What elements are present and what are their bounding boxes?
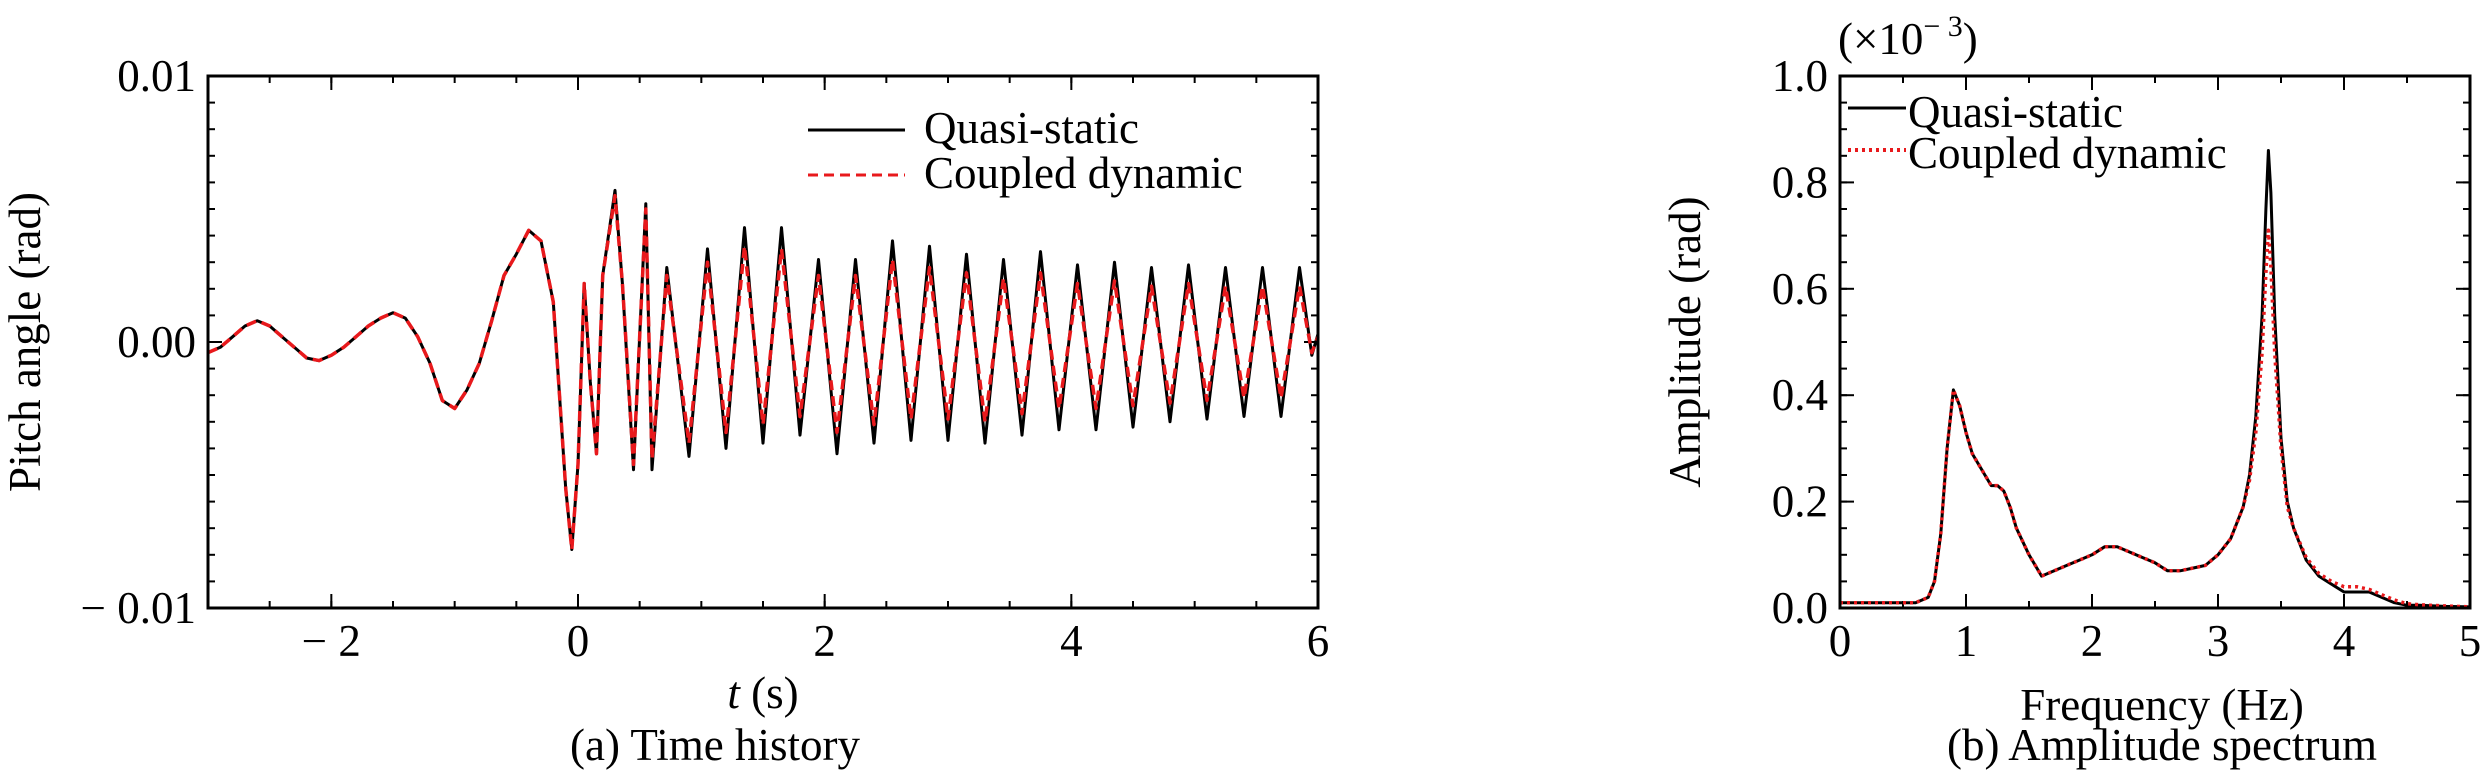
b-tick-labels: 0 1 2 3 4 5 0.0 0.2 0.4 0.6 0.8 1.0 xyxy=(1772,51,2481,666)
a-x-tick-label: 0 xyxy=(567,616,590,666)
a-x-tick-label: 6 xyxy=(1307,616,1330,666)
b-y-tick-label: 0.6 xyxy=(1772,264,1828,314)
b-x-tick-label: 2 xyxy=(2081,616,2104,666)
a-series-line-coupled-dynamic xyxy=(207,193,1320,552)
b-series xyxy=(1840,149,2471,609)
b-scale-base: (×10 xyxy=(1838,14,1923,64)
a-y-tick-label: 0.01 xyxy=(117,51,196,101)
b-y-axis-label: Amplitude (rad) xyxy=(1660,196,1710,487)
a-y-tick-label: 0.00 xyxy=(117,317,196,367)
b-scale-exponent: − 3 xyxy=(1923,10,1962,43)
panel-time-history: − 2 0 2 4 6− 0.010.000.01 Pitch angle (rad) … xyxy=(0,51,1329,770)
b-x-tick-label: 4 xyxy=(2333,616,2356,666)
b-y-tick-label: 0.0 xyxy=(1772,583,1828,633)
b-y-tick-label: 0.4 xyxy=(1772,370,1828,420)
b-x-axis-label: Frequency (Hz) xyxy=(2020,680,2304,730)
b-caption: (b) Amplitude spectrum xyxy=(1947,720,2377,770)
b-legend-label-quasi-static: Quasi-static xyxy=(1908,87,2123,137)
a-legend-label-quasi-static: Quasi-static xyxy=(924,103,1139,153)
a-x-axis-label: t (s) xyxy=(727,668,798,718)
a-legend: Quasi-static Coupled dynamic xyxy=(808,103,1243,198)
a-x-axis-unit: (s) xyxy=(740,668,799,718)
panel-amplitude-spectrum: 0 1 2 3 4 5 0.0 0.2 0.4 0.6 0.8 1.0 Amplitude (rad)… xyxy=(1660,10,2481,770)
b-x-tick-label: 1 xyxy=(1955,616,1978,666)
a-y-axis-label: Pitch angle (rad) xyxy=(0,192,50,492)
b-legend-label-coupled-dynamic: Coupled dynamic xyxy=(1908,128,2227,178)
a-x-tick-label: 2 xyxy=(813,616,836,666)
b-scale-factor: (×10− 3) xyxy=(1838,10,1978,64)
a-plot-frame xyxy=(206,74,1320,610)
b-x-tick-label: 5 xyxy=(2459,616,2481,666)
b-scale-close: ) xyxy=(1963,14,1978,64)
a-y-tick-label: − 0.01 xyxy=(81,583,196,633)
b-y-tick-label: 0.8 xyxy=(1772,157,1828,207)
a-x-tick-label: 4 xyxy=(1060,616,1083,666)
b-plot-frame xyxy=(1838,74,2472,610)
a-x-tick-label: − 2 xyxy=(302,616,361,666)
b-x-tick-label: 0 xyxy=(1829,616,1852,666)
b-y-tick-label: 0.2 xyxy=(1772,477,1828,527)
b-x-tick-label: 3 xyxy=(2207,616,2230,666)
b-series-line-quasi-static xyxy=(1840,149,2471,609)
a-caption: (a) Time history xyxy=(570,720,861,770)
b-y-tick-label: 1.0 xyxy=(1772,51,1828,101)
a-tick-labels: − 2 0 2 4 6 − 0.01 0.00 0.01 xyxy=(81,51,1330,666)
a-series xyxy=(207,188,1320,552)
a-x-axis-var: t xyxy=(727,668,741,718)
b-legend: Quasi-static Coupled dynamic xyxy=(1848,87,2227,178)
a-legend-label-coupled-dynamic: Coupled dynamic xyxy=(924,148,1243,198)
a-series-line-quasi-static xyxy=(207,188,1320,551)
b-series-line-coupled-dynamic xyxy=(1840,228,2471,609)
